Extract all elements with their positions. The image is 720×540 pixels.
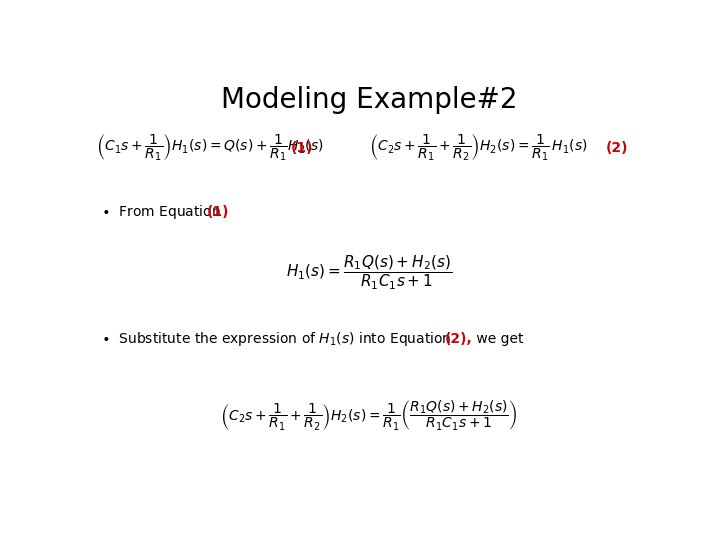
Text: Modeling Example#2: Modeling Example#2 <box>221 85 517 113</box>
Text: $\bullet$  From Equation: $\bullet$ From Equation <box>101 204 222 221</box>
Text: (1): (1) <box>207 205 230 219</box>
Text: (2): (2) <box>606 141 629 155</box>
Text: (2),: (2), <box>444 332 472 346</box>
Text: $H_1(s)=\dfrac{R_1Q(s)+H_2(s)}{R_1C_1s+1}$: $H_1(s)=\dfrac{R_1Q(s)+H_2(s)}{R_1C_1s+1… <box>286 253 452 292</box>
Text: $\left(C_2s+\dfrac{1}{R_1}+\dfrac{1}{R_2}\right)H_2(s)=\dfrac{1}{R_1}\left(\dfra: $\left(C_2s+\dfrac{1}{R_1}+\dfrac{1}{R_2… <box>220 399 518 433</box>
Text: $\left(C_2s+\dfrac{1}{R_1}+\dfrac{1}{R_2}\right)H_2(s)=\dfrac{1}{R_1}\,H_1(s)$: $\left(C_2s+\dfrac{1}{R_1}+\dfrac{1}{R_2… <box>369 133 588 163</box>
Text: $\bullet$  Substitute the expression of $H_1(s)$ into Equation: $\bullet$ Substitute the expression of $… <box>101 330 453 348</box>
Text: (1): (1) <box>291 141 313 155</box>
Text: $\left(C_1s+\dfrac{1}{R_1}\right)H_1(s)=Q(s)+\dfrac{1}{R_1}H_2(s)$: $\left(C_1s+\dfrac{1}{R_1}\right)H_1(s)=… <box>96 133 323 163</box>
Text: we get: we get <box>472 332 523 346</box>
